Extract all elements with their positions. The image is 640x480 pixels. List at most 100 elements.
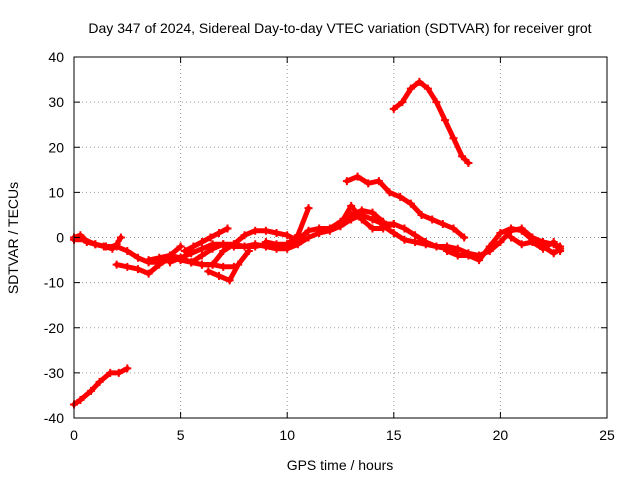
series-point [440, 116, 449, 125]
series-point [106, 368, 115, 377]
series-point [261, 238, 270, 247]
series-point [379, 222, 388, 231]
series-point [556, 247, 565, 256]
series-point [485, 242, 494, 251]
series-point [293, 235, 302, 244]
series-point [396, 192, 405, 201]
series-point [197, 251, 206, 260]
series-point [87, 386, 96, 395]
x-tick-label: 15 [386, 427, 402, 443]
series-point [389, 219, 398, 228]
series-point [528, 238, 537, 247]
series-point [507, 224, 516, 233]
series-point [214, 271, 223, 280]
series-point [223, 224, 232, 233]
series-point [197, 238, 206, 247]
series-point [400, 235, 409, 244]
series-point [496, 238, 505, 247]
series-point [251, 226, 260, 235]
series-point [549, 238, 558, 247]
series-point [240, 242, 249, 251]
series-point [357, 215, 366, 224]
y-tick-label: 10 [48, 184, 64, 200]
series-point [400, 224, 409, 233]
series-point [91, 240, 100, 249]
series-point [368, 208, 377, 217]
series-point [283, 231, 292, 240]
series-point [219, 247, 228, 256]
series-point [406, 199, 415, 208]
series-point [357, 206, 366, 215]
series-point [133, 265, 142, 274]
series-point [214, 228, 223, 237]
x-tick-label: 10 [279, 427, 295, 443]
series-point [112, 260, 121, 269]
y-tick-label: 30 [48, 94, 64, 110]
y-tick-label: -40 [44, 410, 64, 426]
series-point [549, 249, 558, 258]
series-point [155, 253, 164, 262]
series-point [204, 267, 213, 276]
x-tick-label: 25 [599, 427, 615, 443]
series-point [415, 77, 424, 86]
x-tick-label: 0 [70, 427, 78, 443]
series-point [240, 231, 249, 240]
series-point [208, 260, 217, 269]
series-point [144, 256, 153, 265]
series-point [219, 240, 228, 249]
series-layer [70, 77, 565, 409]
series-point [385, 188, 394, 197]
series-point [325, 224, 334, 233]
y-tick-label: 20 [48, 139, 64, 155]
series-point [449, 224, 458, 233]
series-point [432, 242, 441, 251]
series-point [460, 233, 469, 242]
series-point [180, 247, 189, 256]
y-axis-label: SDTVAR / TECUs [5, 182, 21, 294]
series-point [304, 233, 313, 242]
x-tick-label: 5 [177, 427, 185, 443]
series-line-12 [284, 207, 386, 247]
series-point [219, 262, 228, 271]
y-tick-label: -10 [44, 275, 64, 291]
series-point [187, 258, 196, 267]
series-point [197, 244, 206, 253]
x-tick-label: 20 [493, 427, 509, 443]
series-point [272, 240, 281, 249]
series-point [261, 226, 270, 235]
series-point [95, 377, 104, 386]
series-point [517, 226, 526, 235]
series-point [423, 84, 432, 93]
series-point [464, 159, 473, 168]
series-point [315, 224, 324, 233]
series-point [453, 251, 462, 260]
series-point [165, 251, 174, 260]
series-point [304, 204, 313, 213]
series-point [225, 276, 234, 285]
series-point [176, 242, 185, 251]
series-point [421, 240, 430, 249]
chart-title: Day 347 of 2024, Sidereal Day-to-day VTE… [88, 20, 591, 36]
series-point [123, 247, 132, 256]
series-point [123, 364, 132, 373]
y-tick-label: 40 [48, 49, 64, 65]
series-point [176, 253, 185, 262]
series-point [443, 247, 452, 256]
series-line-15 [391, 79, 471, 166]
series-point [189, 242, 198, 251]
series-point [411, 238, 420, 247]
series-point [336, 219, 345, 228]
series-point [428, 215, 437, 224]
series-point [417, 210, 426, 219]
y-tick-label: -20 [44, 320, 64, 336]
series-point [101, 242, 110, 251]
series-point [197, 260, 206, 269]
series-point [187, 249, 196, 258]
series-point [353, 172, 362, 181]
series-point [464, 251, 473, 260]
series-point [165, 258, 174, 267]
series-point [133, 253, 142, 262]
series-point [374, 177, 383, 186]
series-point [229, 240, 238, 249]
